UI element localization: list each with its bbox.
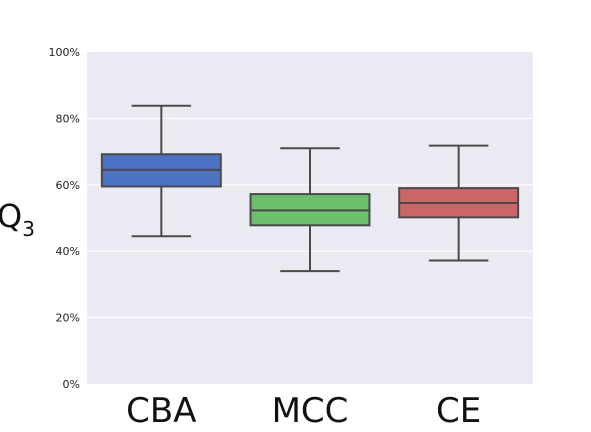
x-axis-categories: CBA MCC CE [126,391,481,431]
x-category-label: MCC [272,391,349,431]
y-tick-label: 80% [56,112,80,125]
boxes [100,104,520,273]
x-category-label: CE [436,391,481,431]
box-mcc [249,147,371,273]
y-axis-label: Q3 [0,197,35,241]
x-category-label: CBA [126,391,196,431]
y-tick-label: 0% [63,378,80,391]
y-tick-label: 40% [56,245,80,258]
y-tick-label: 60% [56,179,80,192]
y-tick-label: 20% [56,312,80,325]
y-axis-ticks: 0% 20% 40% 60% 80% 100% [49,46,80,391]
box-ce [398,144,520,262]
y-tick-label: 100% [49,46,80,59]
box-cba [100,104,222,238]
